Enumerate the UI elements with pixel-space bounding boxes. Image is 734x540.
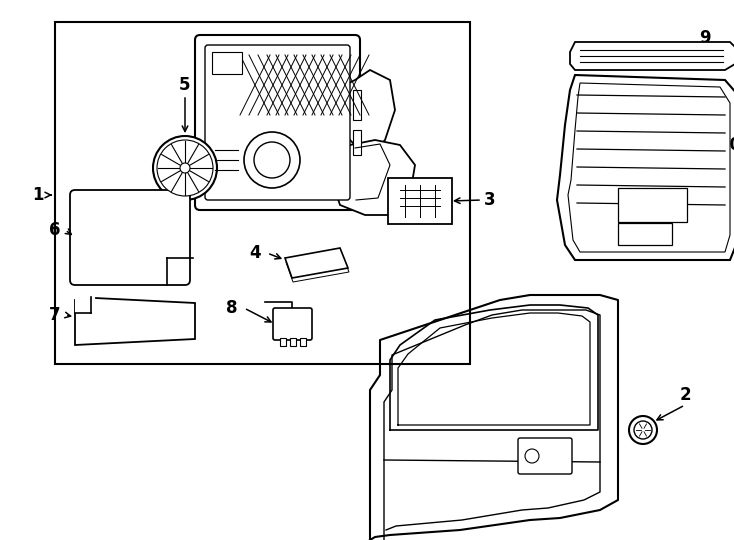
Text: 6: 6 <box>49 221 61 239</box>
Polygon shape <box>75 297 195 345</box>
Bar <box>300 338 306 346</box>
Circle shape <box>157 140 213 196</box>
FancyBboxPatch shape <box>70 190 190 285</box>
Bar <box>353 90 361 120</box>
FancyBboxPatch shape <box>388 178 452 224</box>
Polygon shape <box>330 140 415 215</box>
Text: 2: 2 <box>679 386 691 404</box>
Text: 5: 5 <box>179 76 191 94</box>
Polygon shape <box>335 70 395 155</box>
Text: 9: 9 <box>700 29 711 47</box>
Circle shape <box>629 416 657 444</box>
FancyBboxPatch shape <box>205 45 350 200</box>
Polygon shape <box>568 83 730 252</box>
Bar <box>280 338 286 346</box>
Text: 1: 1 <box>32 186 44 204</box>
Circle shape <box>153 136 217 200</box>
Bar <box>55 22 470 364</box>
Bar <box>167 258 189 280</box>
Polygon shape <box>75 297 91 313</box>
FancyBboxPatch shape <box>195 35 360 210</box>
Polygon shape <box>285 248 348 278</box>
Text: 3: 3 <box>484 191 495 209</box>
Text: 7: 7 <box>49 306 61 324</box>
Polygon shape <box>286 252 349 282</box>
Bar <box>212 52 242 74</box>
Circle shape <box>180 163 190 173</box>
Text: 4: 4 <box>249 244 261 262</box>
Polygon shape <box>557 75 734 260</box>
FancyBboxPatch shape <box>618 188 687 222</box>
FancyBboxPatch shape <box>235 52 340 129</box>
Circle shape <box>525 449 539 463</box>
FancyBboxPatch shape <box>618 223 672 245</box>
Circle shape <box>254 142 290 178</box>
Bar <box>353 130 361 155</box>
Text: 10: 10 <box>718 136 734 154</box>
Circle shape <box>244 132 300 188</box>
Text: 8: 8 <box>226 299 238 317</box>
Polygon shape <box>570 42 734 70</box>
FancyBboxPatch shape <box>273 308 312 340</box>
Bar <box>290 338 296 346</box>
FancyBboxPatch shape <box>518 438 572 474</box>
Circle shape <box>634 421 652 439</box>
